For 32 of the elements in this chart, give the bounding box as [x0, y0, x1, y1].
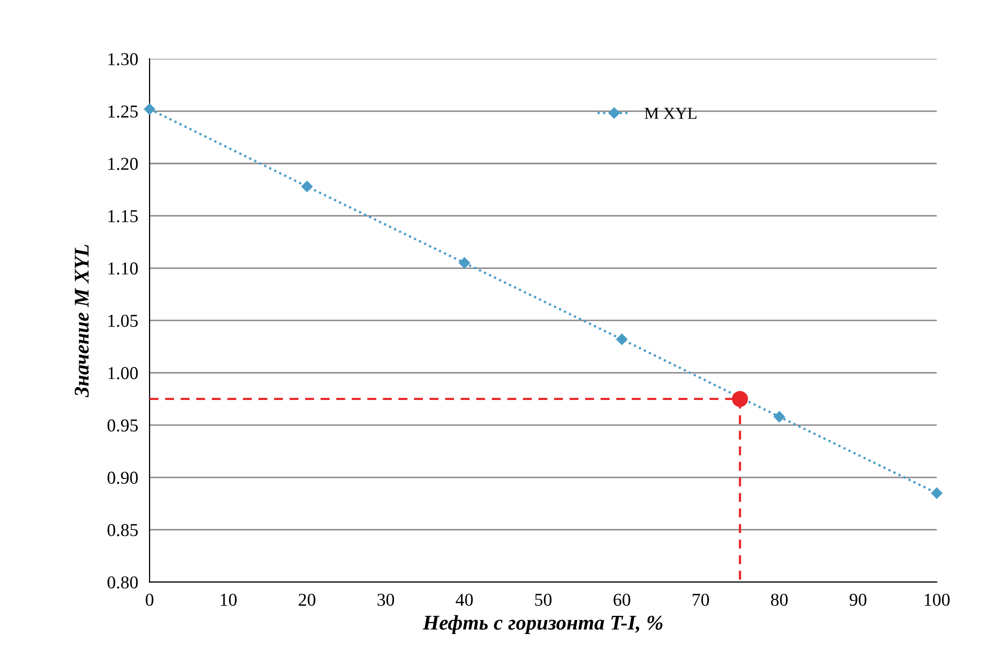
x-tick-label: 20 [298, 594, 316, 606]
x-tick-label: 30 [378, 594, 394, 606]
x-tick-label: 40 [456, 594, 473, 606]
x-axis-title: Нефть с горизонта T-I, % [422, 615, 662, 634]
y-tick-label: 1.00 [108, 367, 138, 380]
point [616, 334, 628, 345]
y-tick-label: 1.05 [108, 314, 138, 327]
x-tick-label: 100 [924, 594, 950, 606]
y-axis-title: Значение M XYL [74, 244, 89, 398]
x-tick-label: 50 [535, 594, 552, 606]
y-tick-label: 1.30 [108, 53, 138, 66]
x-tick-label: 0 [146, 594, 154, 606]
y-tick-label: 1.25 [108, 105, 138, 118]
y-tick-label: 1.20 [108, 158, 138, 170]
point [732, 390, 748, 407]
point [774, 411, 785, 422]
y-tick-label: 0.80 [108, 576, 138, 589]
point [931, 488, 942, 499]
y-tick-label: 0.85 [108, 524, 138, 536]
x-tick-label: 70 [692, 594, 709, 606]
x-tick-label: 10 [220, 594, 237, 606]
x-tick-label: 60 [614, 594, 630, 606]
y-tick-label: 0.95 [108, 419, 138, 432]
x-tick-label: 80 [770, 594, 788, 606]
point [458, 257, 470, 269]
point [144, 103, 156, 115]
legend-label: M XYL [644, 108, 696, 119]
y-tick-label: 0.90 [108, 472, 138, 484]
point [301, 180, 313, 192]
x-tick-label: 90 [850, 594, 866, 606]
y-tick-label: 1.10 [108, 262, 138, 275]
y-tick-label: 1.15 [108, 210, 138, 222]
